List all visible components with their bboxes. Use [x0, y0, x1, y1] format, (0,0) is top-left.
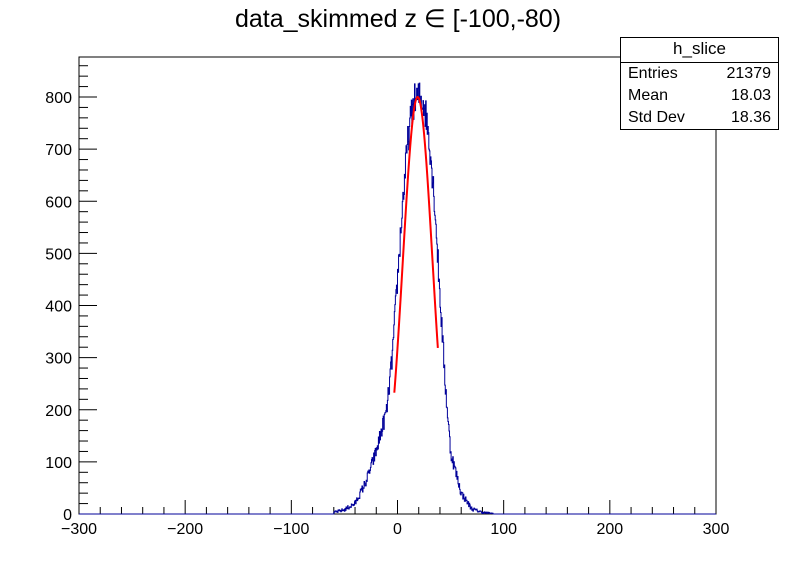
stats-row-entries: Entries 21379	[621, 63, 778, 85]
y-tick-label: 300	[45, 351, 72, 368]
y-tick-label: 200	[45, 403, 72, 420]
stats-mean-label: Mean	[628, 87, 669, 104]
gaussian-fit	[393, 95, 439, 393]
x-tick-label: −200	[167, 521, 203, 538]
x-tick-label: −100	[273, 521, 309, 538]
chart-title: data_skimmed z ∈ [-100,-80)	[234, 5, 562, 33]
x-tick-label: −300	[61, 521, 97, 538]
stats-stddev-label: Std Dev	[628, 109, 685, 126]
axes: −300 −200 −100 0 100 200 300 0 100 200 300 400 500 60…	[45, 65, 730, 538]
y-tick-label: 500	[45, 246, 72, 263]
histogram-line	[79, 82, 716, 515]
x-tick-label: 300	[703, 521, 730, 538]
y-tick-label: 600	[45, 194, 72, 211]
y-tick-label: 700	[45, 142, 72, 159]
stats-stddev-value: 18.36	[730, 109, 771, 126]
stats-row-stddev: Std Dev 18.36	[621, 107, 778, 129]
x-tick-label: 100	[490, 521, 517, 538]
fit-curve	[393, 95, 439, 393]
y-tick-label: 400	[45, 299, 72, 316]
x-tick-label: 200	[596, 521, 623, 538]
stats-name: h_slice	[621, 38, 778, 63]
stats-entries-label: Entries	[628, 65, 678, 82]
x-tick-label: 0	[393, 521, 402, 538]
histogram	[79, 82, 716, 515]
y-tick-label: 800	[45, 90, 72, 107]
stats-row-mean: Mean 18.03	[621, 85, 778, 107]
stats-entries-value: 21379	[726, 65, 772, 82]
y-tick-label: 100	[45, 455, 72, 472]
y-tick-label: 0	[63, 507, 72, 524]
stats-box: h_slice Entries 21379 Mean 18.03 Std Dev…	[620, 37, 779, 130]
stats-mean-value: 18.03	[730, 87, 771, 104]
